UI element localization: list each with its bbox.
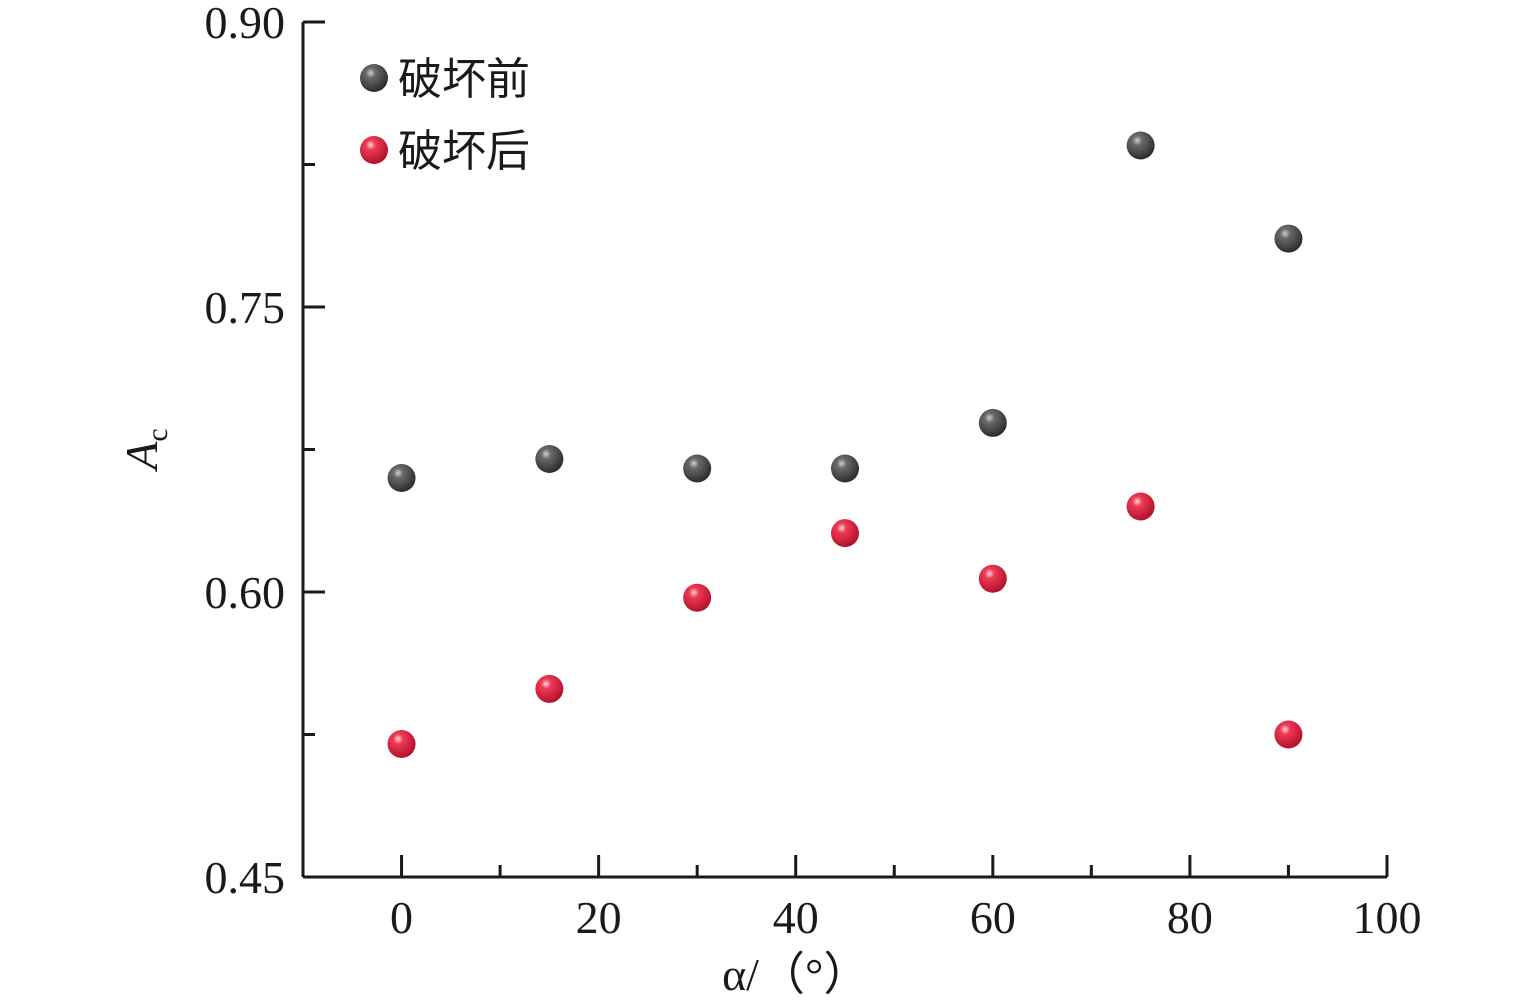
legend-label: 破坏前: [398, 54, 530, 105]
x-axis-title: α/（°）: [722, 949, 869, 1000]
x-tick-label: 0: [390, 892, 413, 943]
data-point: [831, 519, 859, 548]
data-point: [387, 464, 416, 492]
data-point: [1274, 720, 1303, 749]
y-axis-title: Ac: [116, 428, 174, 472]
series-1: [387, 492, 1303, 758]
y-tick-label: 0.45: [205, 852, 286, 903]
x-axis-ticks: 0 20 40 60 80 100: [390, 855, 1422, 943]
x-tick-label: 60: [970, 892, 1016, 943]
data-point: [683, 583, 712, 612]
y-tick-label: 0.60: [205, 567, 286, 618]
series-0: [387, 131, 1303, 492]
data-points: [387, 131, 1303, 758]
data-point: [387, 730, 416, 758]
data-point: [1274, 224, 1303, 253]
data-point: [535, 445, 564, 473]
data-point: [978, 408, 1007, 437]
y-axis-ticks: 0.45 0.60 0.75 0.90: [205, 0, 325, 903]
y-axis-title-sub: c: [141, 428, 174, 441]
x-tick-label: 100: [1353, 892, 1422, 943]
data-point: [978, 564, 1007, 593]
legend-marker: [360, 136, 388, 164]
x-tick-label: 20: [576, 892, 622, 943]
data-point: [683, 454, 712, 483]
y-tick-label: 0.90: [205, 0, 286, 48]
y-tick-label: 0.75: [205, 282, 286, 333]
legend-label: 破坏后: [398, 126, 530, 177]
legend-marker: [360, 64, 388, 92]
x-tick-label: 40: [773, 892, 819, 943]
x-tick-label: 80: [1167, 892, 1213, 943]
data-point: [831, 454, 859, 483]
data-point: [1126, 131, 1155, 160]
y-axis-title-main: A: [116, 441, 167, 473]
data-point: [1126, 492, 1155, 521]
data-point: [535, 674, 564, 703]
